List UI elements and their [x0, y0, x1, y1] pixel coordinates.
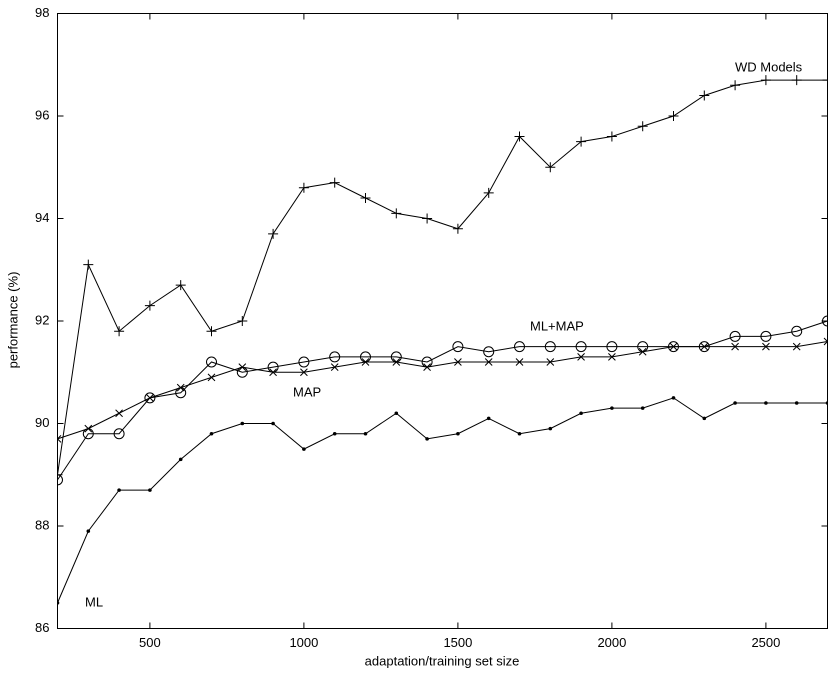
- marker: [425, 437, 429, 441]
- marker: [179, 458, 183, 462]
- marker: [823, 75, 829, 85]
- marker: [391, 208, 401, 218]
- plot-frame: [58, 14, 828, 629]
- marker: [148, 488, 152, 492]
- marker: [730, 80, 740, 90]
- y-tick-label: 96: [35, 107, 49, 122]
- series-label: WD Models: [735, 59, 803, 74]
- marker: [764, 401, 768, 405]
- marker: [87, 529, 91, 533]
- marker: [607, 132, 617, 142]
- marker: [549, 427, 553, 431]
- series-label: MAP: [293, 384, 321, 399]
- marker: [518, 432, 522, 436]
- marker: [733, 401, 737, 405]
- marker: [241, 422, 245, 426]
- marker: [85, 425, 92, 432]
- marker: [672, 396, 676, 400]
- series-line: [58, 321, 828, 480]
- marker: [422, 214, 432, 224]
- x-tick-label: 1000: [289, 635, 318, 650]
- y-tick-label: 90: [35, 415, 49, 430]
- marker: [237, 316, 247, 326]
- marker: [56, 601, 60, 605]
- marker: [207, 326, 217, 336]
- marker: [364, 432, 368, 436]
- marker: [638, 121, 648, 131]
- series-line: [58, 342, 828, 439]
- marker: [669, 111, 679, 121]
- marker: [361, 193, 371, 203]
- marker: [795, 401, 799, 405]
- marker: [117, 488, 121, 492]
- marker: [210, 432, 214, 436]
- marker: [333, 432, 337, 436]
- marker: [579, 411, 583, 415]
- series-line: [58, 398, 828, 603]
- marker: [299, 183, 309, 193]
- x-tick-label: 2500: [751, 635, 780, 650]
- marker: [792, 75, 802, 85]
- marker: [176, 280, 186, 290]
- marker: [271, 422, 275, 426]
- marker: [703, 417, 707, 421]
- plot-area: [53, 75, 829, 605]
- marker: [699, 91, 709, 101]
- y-tick-label: 88: [35, 517, 49, 532]
- x-tick-label: 2000: [597, 635, 626, 650]
- marker: [761, 75, 771, 85]
- series-label: ML: [85, 594, 103, 609]
- y-tick-label: 94: [35, 210, 49, 225]
- marker: [208, 374, 215, 381]
- x-axis-label: adaptation/training set size: [365, 653, 520, 668]
- marker: [487, 417, 491, 421]
- x-tick-label: 1500: [443, 635, 472, 650]
- marker: [177, 384, 184, 391]
- marker: [83, 260, 93, 270]
- marker: [641, 406, 645, 410]
- y-tick-label: 92: [35, 312, 49, 327]
- y-tick-label: 86: [35, 620, 49, 635]
- series-line: [58, 80, 828, 475]
- y-axis-label: performance (%): [5, 272, 20, 369]
- series-label: ML+MAP: [530, 318, 584, 333]
- y-tick-label: 98: [35, 5, 49, 20]
- marker: [610, 406, 614, 410]
- marker: [268, 229, 278, 239]
- marker: [302, 447, 306, 451]
- marker: [395, 411, 399, 415]
- marker: [456, 432, 460, 436]
- marker: [116, 410, 123, 417]
- x-tick-label: 500: [139, 635, 161, 650]
- marker: [330, 178, 340, 188]
